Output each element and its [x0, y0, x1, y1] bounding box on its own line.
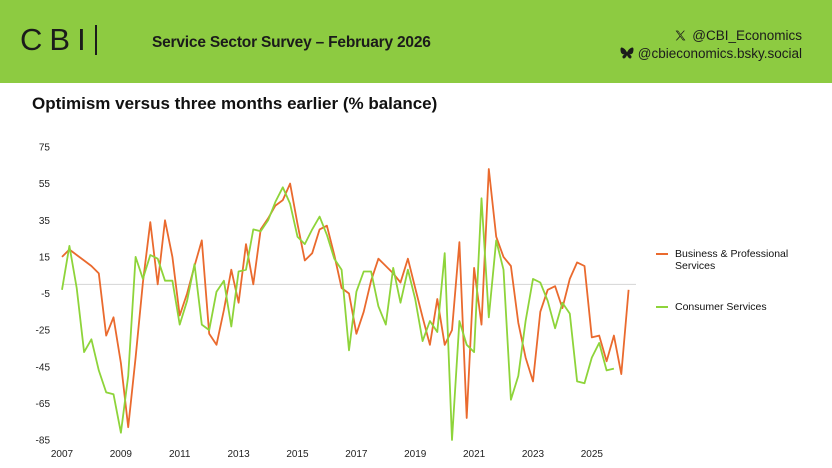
x-tick-label: 2007 [51, 449, 74, 460]
x-tick-label: 2017 [345, 449, 368, 460]
x-tick-label: 2009 [110, 449, 133, 460]
bsky-handle-row[interactable]: @cbieconomics.bsky.social [620, 45, 802, 63]
logo-text: CBI [20, 22, 93, 57]
x-tick-label: 2023 [522, 449, 545, 460]
series-line-business [61, 168, 630, 429]
x-tick-label: 2015 [286, 449, 309, 460]
y-tick-label: -65 [36, 399, 51, 410]
y-tick-label: 75 [39, 143, 51, 154]
logo-bar [94, 25, 97, 55]
y-axis: 75 55 35 15 -5 -25 -45 -65 -85 [36, 143, 51, 447]
bsky-handle: @cbieconomics.bsky.social [637, 46, 802, 61]
y-tick-label: -45 [36, 362, 51, 373]
x-handle-row[interactable]: @CBI_Economics [620, 27, 802, 45]
legend: Business & Professional Services Consume… [656, 248, 805, 342]
x-tick-label: 2021 [463, 449, 486, 460]
y-tick-label: 15 [39, 252, 51, 263]
y-tick-label: 55 [39, 179, 51, 190]
x-handle: @CBI_Economics [692, 28, 802, 43]
series-lines [61, 168, 630, 441]
y-tick-label: -25 [36, 326, 51, 337]
y-tick-label: -85 [36, 436, 51, 447]
survey-title: Service Sector Survey – February 2026 [152, 34, 431, 51]
x-logo-icon [674, 29, 688, 43]
legend-item-business: Business & Professional Services [656, 248, 805, 272]
x-tick-label: 2025 [581, 449, 604, 460]
chart-title: Optimism versus three months earlier (% … [32, 94, 438, 113]
butterfly-icon [620, 47, 634, 61]
legend-label-consumer: Consumer Services [675, 301, 767, 313]
legend-swatch-business [656, 253, 668, 255]
x-axis: 2007 2009 2011 2013 2015 2017 2019 2021 2023 2025 [51, 449, 604, 460]
social-handles: @CBI_Economics @cbieconomics.bsky.social [620, 27, 802, 63]
header-banner: CBI Service Sector Survey – February 202… [0, 0, 832, 83]
y-tick-label: 35 [39, 216, 51, 227]
x-tick-label: 2019 [404, 449, 427, 460]
legend-swatch-consumer [656, 306, 668, 308]
series-line-consumer [61, 186, 615, 441]
legend-label-business: Business & Professional Services [675, 248, 789, 272]
x-tick-label: 2011 [169, 449, 191, 460]
legend-item-consumer: Consumer Services [656, 301, 805, 313]
cbi-logo: CBI [20, 22, 97, 58]
x-tick-label: 2013 [227, 449, 250, 460]
y-tick-label: -5 [41, 289, 50, 300]
